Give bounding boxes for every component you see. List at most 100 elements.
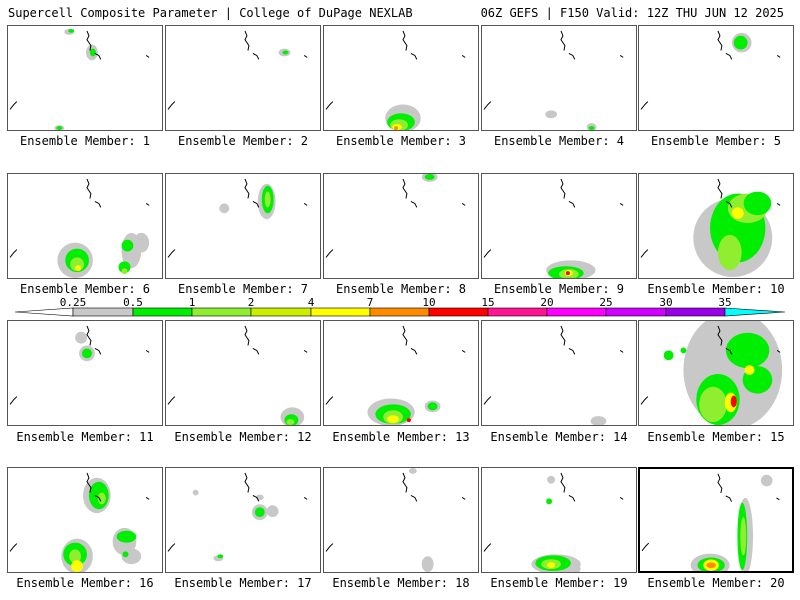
ensemble-panel-2[interactable] bbox=[165, 25, 321, 131]
ensemble-panel-11[interactable] bbox=[7, 320, 163, 426]
scp-map bbox=[640, 30, 781, 110]
colorbar-tick-label: 2 bbox=[247, 296, 255, 309]
scp-contour bbox=[266, 505, 279, 518]
scp-contour bbox=[121, 268, 128, 275]
coastline-mark bbox=[244, 178, 250, 199]
lake-mark bbox=[568, 201, 576, 208]
lake-mark bbox=[94, 53, 102, 60]
scp-contour bbox=[82, 348, 92, 359]
ensemble-panel-13[interactable] bbox=[323, 320, 479, 426]
ensemble-panel-1[interactable] bbox=[7, 25, 163, 131]
scp-contour bbox=[680, 347, 687, 354]
border-mark bbox=[619, 203, 624, 206]
ensemble-panel-17[interactable] bbox=[165, 467, 321, 573]
colorbar-tick-label: 35 bbox=[718, 296, 732, 309]
ensemble-member-label: Ensemble Member: 6 bbox=[19, 282, 151, 296]
scp-contour bbox=[590, 416, 607, 425]
scp-contour bbox=[427, 402, 438, 411]
scp-contour bbox=[219, 203, 230, 214]
colorbar-segment bbox=[72, 307, 134, 317]
ensemble-member-label: Ensemble Member: 17 bbox=[174, 576, 312, 590]
scp-contour bbox=[408, 468, 417, 474]
ensemble-panel-19[interactable] bbox=[481, 467, 637, 573]
border-mark bbox=[145, 497, 150, 500]
ensemble-panel-7[interactable] bbox=[165, 173, 321, 279]
ensemble-member-label: Ensemble Member: 13 bbox=[332, 430, 470, 444]
coastline-mark bbox=[86, 178, 92, 199]
scp-contour bbox=[56, 126, 63, 130]
ensemble-panel-8[interactable] bbox=[323, 173, 479, 279]
lake-mark bbox=[252, 495, 260, 502]
ensemble-panel-9[interactable] bbox=[481, 173, 637, 279]
lake-mark bbox=[725, 348, 733, 355]
scp-contour bbox=[699, 386, 727, 423]
scp-contour bbox=[121, 239, 134, 252]
border-mark bbox=[145, 350, 150, 353]
ensemble-panel-12[interactable] bbox=[165, 320, 321, 426]
ensemble-panel-15[interactable] bbox=[638, 320, 794, 426]
coastline-mark bbox=[717, 325, 723, 346]
scp-contour bbox=[424, 174, 435, 180]
lake-mark bbox=[410, 201, 418, 208]
colorbar-tick-label: 10 bbox=[422, 296, 436, 309]
coastline-mark bbox=[86, 30, 92, 51]
scp-map bbox=[641, 473, 780, 571]
coastline-mark bbox=[560, 30, 566, 51]
scp-map bbox=[9, 178, 150, 278]
coastline-mark bbox=[325, 101, 334, 110]
lake-mark bbox=[410, 495, 418, 502]
border-mark bbox=[461, 203, 466, 206]
scp-contour bbox=[421, 556, 434, 572]
coastline-mark bbox=[483, 101, 492, 110]
scp-contour bbox=[97, 492, 106, 505]
scp-contour bbox=[730, 395, 737, 408]
scp-map bbox=[640, 321, 783, 425]
coastline-mark bbox=[483, 396, 492, 405]
ensemble-panel-14[interactable] bbox=[481, 320, 637, 426]
ensemble-member-label: Ensemble Member: 20 bbox=[647, 576, 785, 590]
colorbar-tick-label: 4 bbox=[307, 296, 315, 309]
coastline-mark bbox=[244, 472, 250, 493]
coastline-mark bbox=[483, 543, 492, 552]
scp-contour bbox=[192, 489, 199, 496]
coastline-mark bbox=[244, 30, 250, 51]
scp-contour bbox=[565, 271, 570, 276]
coastline-mark bbox=[483, 249, 492, 258]
colorbar-segment bbox=[132, 307, 193, 317]
scp-map bbox=[325, 174, 466, 258]
page-title: Supercell Composite Parameter | College … bbox=[8, 6, 413, 20]
ensemble-panel-20[interactable] bbox=[638, 467, 794, 573]
lake-mark bbox=[568, 495, 576, 502]
lake-mark bbox=[725, 53, 733, 60]
colorbar-tick-label: 20 bbox=[540, 296, 554, 309]
run-valid-time: 06Z GEFS | F150 Valid: 12Z THU JUN 12 20… bbox=[480, 6, 784, 20]
ensemble-panel-5[interactable] bbox=[638, 25, 794, 131]
coastline-mark bbox=[325, 543, 334, 552]
scp-contour bbox=[387, 415, 400, 424]
lake-mark bbox=[410, 348, 418, 355]
ensemble-member-label: Ensemble Member: 16 bbox=[16, 576, 154, 590]
coastline-mark bbox=[9, 396, 18, 405]
colorbar-segment bbox=[191, 307, 252, 317]
scp-map bbox=[9, 28, 150, 130]
scp-map bbox=[325, 30, 466, 130]
coastline-mark bbox=[560, 472, 566, 493]
colorbar-segment bbox=[665, 307, 726, 317]
colorbar-tick-label: 15 bbox=[481, 296, 495, 309]
scp-contour bbox=[760, 474, 773, 487]
border-mark bbox=[303, 203, 308, 206]
coastline-mark bbox=[717, 30, 723, 51]
ensemble-panel-3[interactable] bbox=[323, 25, 479, 131]
ensemble-panel-10[interactable] bbox=[638, 173, 794, 279]
lake-mark bbox=[568, 53, 576, 60]
ensemble-panel-4[interactable] bbox=[481, 25, 637, 131]
colorbar-segment bbox=[487, 307, 548, 317]
ensemble-panel-6[interactable] bbox=[7, 173, 163, 279]
colorbar-segment bbox=[369, 307, 430, 317]
ensemble-panel-18[interactable] bbox=[323, 467, 479, 573]
colorbar-segment bbox=[605, 307, 667, 317]
colorbar-right-arrow bbox=[724, 307, 786, 317]
lake-mark bbox=[725, 201, 733, 208]
coastline-mark bbox=[560, 178, 566, 199]
ensemble-panel-16[interactable] bbox=[7, 467, 163, 573]
